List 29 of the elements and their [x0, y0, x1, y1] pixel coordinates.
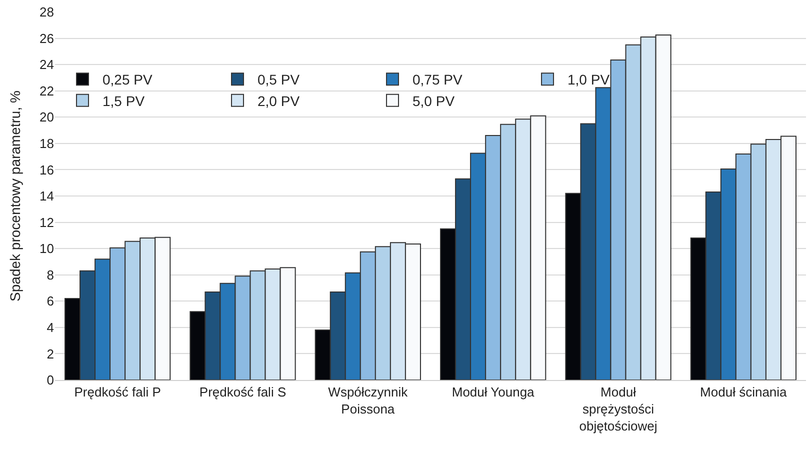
y-tick-label: 26: [40, 30, 54, 46]
y-axis-title: Spadek procentowy parametru, %: [7, 90, 24, 302]
y-tick-label: 22: [40, 83, 54, 98]
y-tick-label: 4: [46, 320, 54, 335]
y-tick-label: 28: [40, 4, 54, 20]
y-tick-label: 14: [40, 188, 54, 204]
legend-label: 5,0 PV: [412, 92, 456, 109]
x-tick-label: Moduł sprężystości objętościowej: [579, 384, 658, 434]
legend-label: 1,0 PV: [568, 72, 610, 88]
legend-label: 0,5 PV: [258, 72, 300, 88]
y-tick-label: 20: [40, 110, 54, 125]
x-tick-label: Moduł Younga: [452, 384, 536, 400]
legend-label: 0,75 PV: [412, 72, 463, 88]
y-tick-label: 10: [40, 241, 54, 256]
legend-label: 1,5 PV: [102, 92, 146, 109]
x-tick-label: Współczynnik Poissona: [328, 384, 408, 416]
y-tick-label: 2: [46, 346, 54, 362]
x-tick-label: Prędkość fali S: [199, 384, 286, 400]
y-tick-label: 8: [46, 267, 54, 282]
y-tick-label: 0: [46, 372, 54, 388]
legend-label: 2,0 PV: [258, 92, 300, 109]
y-tick-label: 24: [40, 57, 54, 72]
x-tick-label: Prędkość fali P: [74, 384, 161, 400]
y-tick-label: 6: [46, 294, 54, 309]
y-tick-label: 12: [40, 214, 54, 230]
legend-label: 0,25 PV: [102, 72, 153, 88]
y-tick-label: 16: [40, 162, 54, 178]
x-tick-label: Moduł ścinania: [700, 384, 788, 400]
y-tick-label: 18: [40, 136, 54, 151]
